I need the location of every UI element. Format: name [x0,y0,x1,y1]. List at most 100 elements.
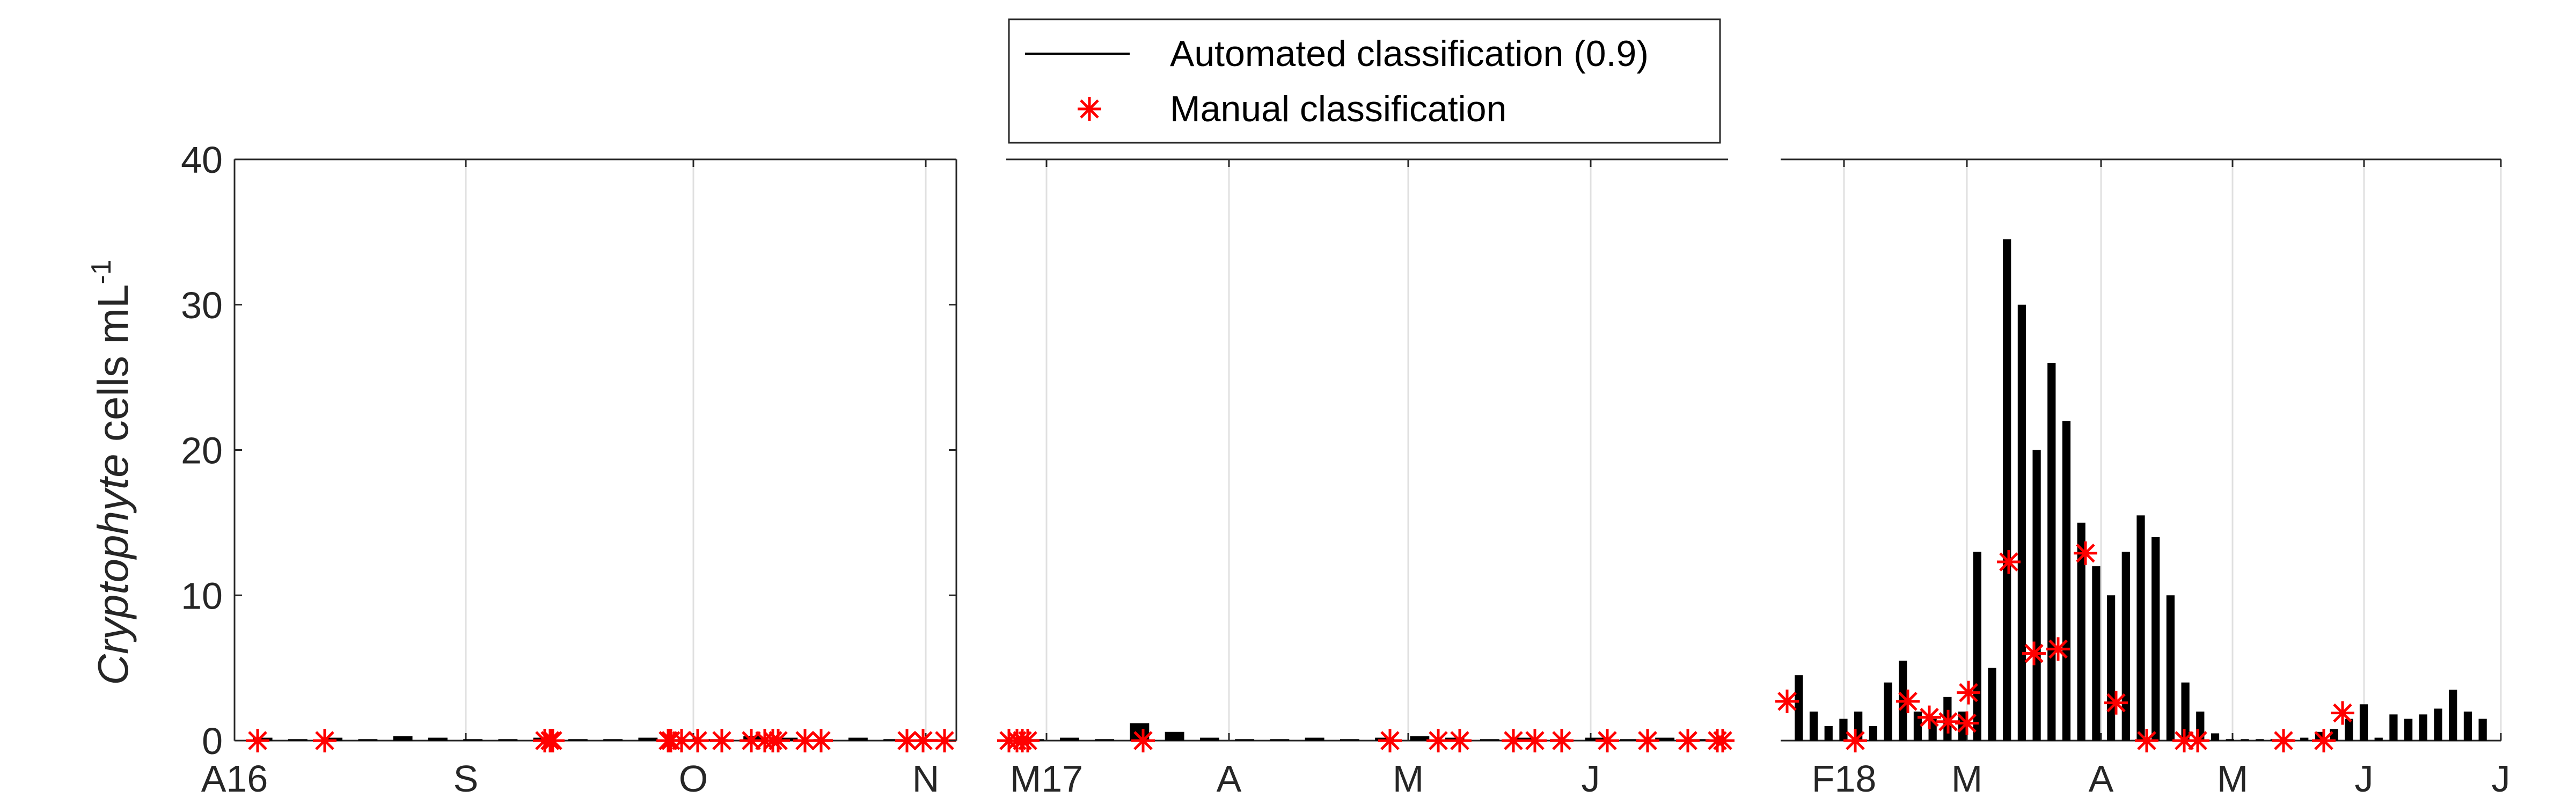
bar [2092,566,2101,741]
manual-point [1016,729,1040,752]
manual-point [793,729,817,752]
y-axis-label: Cryptophyte cells mL-1 [86,259,137,685]
bar [1884,682,1892,741]
x-tick-label: M17 [1010,758,1083,800]
bar [1690,739,1710,741]
x-tick-label: J [2492,758,2511,800]
manual-point [2022,641,2046,665]
bar [1809,711,1818,741]
manual-point [2272,729,2295,752]
bar [428,737,448,741]
manual-point [656,729,680,752]
y-tick-label: 40 [181,139,223,181]
y-axis-label-italic: Cryptophyte [89,453,137,685]
bar [778,737,798,741]
manual-point [1711,729,1735,752]
bar [2062,421,2071,741]
manual-point [2331,701,2354,725]
bar [323,737,343,741]
bar [498,739,518,741]
bar [2226,739,2234,741]
x-tick-label: M [1951,758,1982,800]
bar [2017,304,2026,741]
manual-point [2104,691,2128,715]
panel-right: F18 M A M J J [1775,158,2511,800]
bar [358,739,378,741]
y-tick-label: 30 [181,284,223,326]
manual-point [1523,729,1547,752]
bar [1913,711,1922,741]
manual-point [1936,709,1960,734]
bar [603,739,623,741]
bar [2345,719,2353,741]
x-tick-label: A16 [201,758,268,800]
bar [2032,450,2041,741]
manual-point [541,729,565,752]
y-axis-label-sup: -1 [86,259,117,284]
bar [1973,552,1981,741]
bar [253,737,273,741]
bar [1480,739,1499,741]
manual-point [2046,637,2070,661]
bar [1620,739,1640,741]
manual-point [1955,711,1979,735]
bar [1270,739,1290,741]
manual-point [809,729,833,752]
bar [2181,682,2190,741]
y-axis-label-rest: cells mL [89,284,137,454]
legend-box [1008,18,1721,144]
bar [463,739,483,741]
manual-point [1775,689,1799,713]
bar [2241,739,2249,741]
manual-point [2186,729,2209,752]
bar [568,739,588,741]
bar [2374,737,2383,741]
bar [2166,595,2175,741]
x-tick-label: F18 [1812,758,1877,800]
bar [1839,719,1848,741]
manual-point [766,729,790,752]
bar [2449,690,2457,741]
bar [1095,739,1115,741]
bar [2121,552,2130,741]
bar [1869,726,1877,741]
manual-point [2135,729,2158,752]
legend: Automated classification (0.9) Manual cl… [1008,18,1721,144]
legend-asterisk-swatch [1078,97,1101,121]
bar [2463,711,2472,741]
bar [1235,739,1255,741]
legend-label-manual: Manual classification [1170,89,1506,129]
y-tick-label: 0 [202,720,223,762]
bar [2359,704,2368,741]
bar [2106,595,2116,741]
manual-point [1918,705,1941,729]
manual-point [710,729,734,752]
bar [1375,737,1395,741]
bar [288,739,308,741]
bar [1165,731,1184,741]
bar [1305,737,1324,741]
manual-point [686,729,709,752]
bar [638,737,658,741]
bar [2136,515,2145,741]
bar [2478,719,2487,741]
manual-point [1896,689,1920,713]
y-tick-label: 20 [181,430,223,472]
manual-point [1843,729,1867,752]
y-tick-label: 10 [181,575,223,617]
legend-label-automated: Automated classification (0.9) [1170,33,1649,74]
panel-middle: M17 A M J [997,158,1735,800]
bar [1824,726,1833,741]
manual-point [2172,729,2196,752]
bar [1988,668,1996,741]
bar [1059,737,1079,741]
manual-point [1676,729,1700,752]
bar [1585,737,1605,741]
x-tick-label: S [453,758,479,800]
bar [2419,714,2427,741]
manual-point [895,729,919,752]
bar [2047,363,2056,741]
manual-point [1448,729,1472,752]
bar [2434,708,2442,741]
